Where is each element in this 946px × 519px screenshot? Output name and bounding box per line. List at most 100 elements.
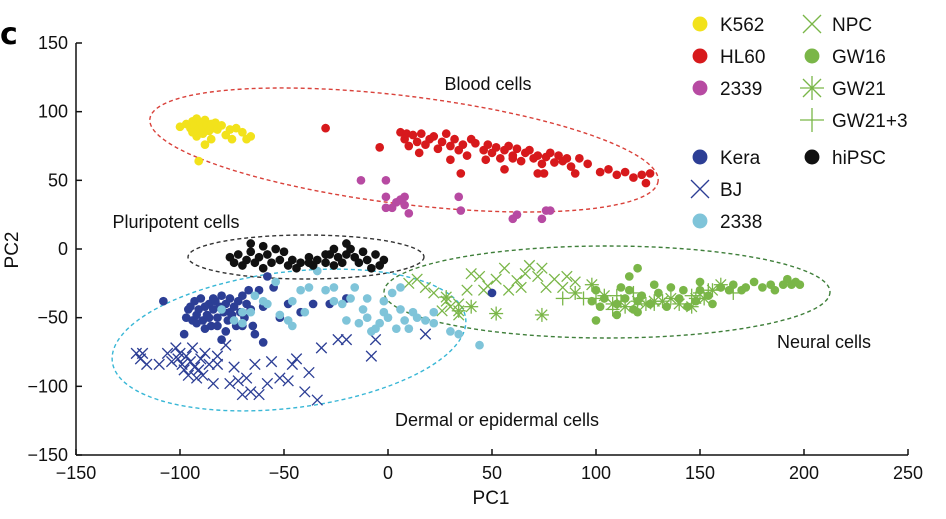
data-point xyxy=(741,283,751,292)
legend-entry: BJ xyxy=(690,179,742,201)
y-tick-label: 100 xyxy=(38,102,68,122)
data-point xyxy=(539,169,549,178)
y-tick-label: −150 xyxy=(27,445,68,465)
x-ticks: −150 −100 −50 0 50 100 150 200 250 xyxy=(56,449,923,483)
data-point xyxy=(498,262,511,274)
data-point xyxy=(589,291,603,306)
data-point xyxy=(250,329,260,339)
data-point xyxy=(315,342,328,354)
data-point xyxy=(246,307,256,317)
data-point xyxy=(275,255,285,265)
data-point xyxy=(481,155,491,165)
data-point xyxy=(208,294,218,303)
data-point xyxy=(312,255,322,265)
data-point xyxy=(684,299,699,314)
data-point xyxy=(271,244,281,254)
data-point xyxy=(726,285,741,300)
series-2339 xyxy=(356,175,555,224)
x-tick-label: −50 xyxy=(269,463,300,483)
x-tick-label: 0 xyxy=(383,463,393,483)
data-point xyxy=(557,281,569,294)
data-point xyxy=(672,296,687,311)
data-point xyxy=(337,258,347,268)
data-point xyxy=(362,313,372,323)
data-point xyxy=(350,283,360,292)
data-point xyxy=(441,129,451,138)
data-point xyxy=(713,277,728,292)
series-2338 xyxy=(217,266,484,350)
data-point xyxy=(421,316,430,325)
data-point xyxy=(416,129,426,138)
data-point xyxy=(275,310,285,320)
data-point xyxy=(404,141,414,151)
data-point xyxy=(575,154,584,163)
data-point xyxy=(141,358,153,371)
data-point xyxy=(342,316,351,325)
data-point xyxy=(570,169,580,178)
data-point xyxy=(537,214,547,224)
data-point xyxy=(523,259,536,272)
data-point xyxy=(626,285,641,300)
data-point xyxy=(229,258,239,268)
data-point xyxy=(159,296,168,306)
data-point xyxy=(258,263,268,273)
data-point xyxy=(375,143,385,152)
data-point xyxy=(238,127,247,137)
data-point xyxy=(321,258,330,268)
data-point xyxy=(396,305,405,314)
data-point xyxy=(153,358,165,371)
data-point xyxy=(261,377,274,390)
data-point xyxy=(770,285,780,295)
x-tick-label: −150 xyxy=(56,463,97,483)
data-point xyxy=(693,285,707,300)
data-point xyxy=(550,158,559,167)
data-point xyxy=(271,277,281,287)
legend-entry: HL60 xyxy=(692,47,765,68)
data-point xyxy=(224,377,236,390)
data-point xyxy=(525,145,534,155)
data-point xyxy=(391,324,401,333)
data-point xyxy=(238,318,247,328)
data-point xyxy=(253,388,265,401)
series-k562 xyxy=(175,114,256,166)
data-point xyxy=(192,318,201,328)
data-point xyxy=(804,149,820,165)
data-point xyxy=(329,261,339,270)
data-point xyxy=(758,283,767,292)
data-point xyxy=(605,302,620,317)
data-point xyxy=(458,140,468,149)
legend-entry: GW16 xyxy=(804,47,886,68)
data-point xyxy=(612,170,622,180)
data-point xyxy=(802,14,822,34)
data-point xyxy=(612,310,622,320)
data-point xyxy=(232,375,244,387)
data-point xyxy=(358,247,368,257)
data-point xyxy=(429,132,439,141)
data-point xyxy=(387,288,397,298)
data-point xyxy=(708,299,717,309)
data-point xyxy=(178,364,190,376)
data-point xyxy=(246,239,256,248)
data-point xyxy=(728,280,738,290)
data-point xyxy=(249,358,261,371)
data-point xyxy=(666,283,676,292)
data-point xyxy=(595,167,605,177)
cluster-ellipse xyxy=(187,234,425,280)
data-point xyxy=(311,394,323,406)
data-point xyxy=(454,329,464,339)
data-point xyxy=(206,134,216,144)
data-point xyxy=(404,324,414,333)
data-point xyxy=(483,140,493,149)
data-point xyxy=(508,154,518,163)
data-point xyxy=(511,274,523,287)
legend-label: GW16 xyxy=(832,47,886,68)
data-point xyxy=(641,178,651,188)
data-point xyxy=(229,316,239,325)
data-point xyxy=(231,123,241,133)
data-point xyxy=(175,122,185,132)
data-point xyxy=(287,296,297,306)
data-point xyxy=(329,244,339,254)
data-point xyxy=(403,277,415,290)
y-ticks: −150 −100 −50 0 50 100 150 xyxy=(27,33,82,465)
legend-entry: K562 xyxy=(692,15,764,36)
